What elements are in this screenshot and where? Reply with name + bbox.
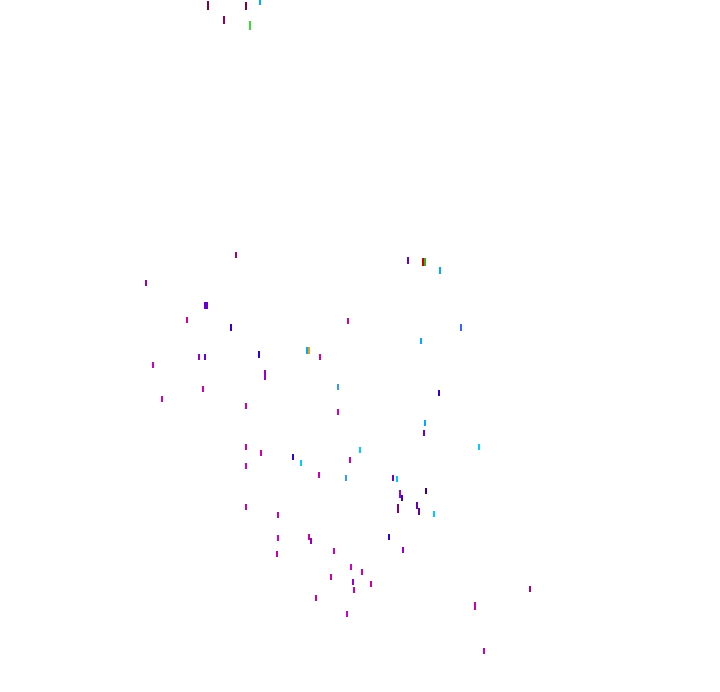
- speck: [420, 338, 422, 344]
- speck: [308, 347, 310, 354]
- speck: [401, 495, 403, 501]
- speck: [319, 354, 321, 360]
- speck: [433, 511, 435, 517]
- speck: [474, 602, 476, 610]
- speck: [277, 512, 279, 518]
- speck: [245, 444, 247, 450]
- speck: [418, 508, 420, 515]
- speck: [439, 267, 441, 274]
- speck: [330, 574, 332, 580]
- speck: [202, 386, 204, 392]
- speck: [306, 347, 308, 354]
- speck: [276, 551, 278, 557]
- speck: [397, 504, 399, 513]
- speck: [424, 420, 426, 426]
- speck: [333, 548, 335, 554]
- speck: [438, 390, 440, 396]
- speck: [318, 472, 320, 478]
- speck: [260, 450, 262, 456]
- speck: [349, 457, 351, 463]
- speck: [402, 547, 404, 553]
- speck: [361, 569, 363, 575]
- speck: [258, 351, 260, 358]
- speck: [249, 21, 251, 30]
- speck: [207, 1, 209, 10]
- speck: [204, 354, 206, 360]
- speck: [460, 324, 462, 331]
- speck: [223, 16, 225, 24]
- speck: [346, 611, 348, 617]
- speck: [315, 595, 317, 601]
- speck: [352, 579, 354, 585]
- speck: [235, 252, 237, 258]
- speck: [145, 280, 147, 286]
- speck: [483, 648, 485, 654]
- speck: [245, 504, 247, 510]
- speck: [359, 447, 361, 453]
- speck: [277, 535, 279, 541]
- speck: [353, 587, 355, 593]
- speck-group: [145, 0, 531, 654]
- speck: [259, 0, 261, 5]
- speck: [370, 581, 372, 587]
- speck: [161, 396, 163, 402]
- speck: [245, 2, 247, 10]
- speck: [292, 454, 294, 460]
- speck: [350, 564, 352, 570]
- speck: [310, 538, 312, 544]
- speck: [230, 324, 232, 331]
- speck: [204, 302, 208, 309]
- speck: [337, 409, 339, 415]
- speck: [424, 258, 426, 266]
- speck: [425, 488, 427, 494]
- speck: [245, 403, 247, 409]
- speck: [388, 534, 390, 540]
- speck: [529, 586, 531, 592]
- speck: [198, 354, 200, 360]
- speck: [478, 444, 480, 450]
- speck: [347, 318, 349, 324]
- speck: [422, 258, 424, 266]
- speck: [392, 475, 394, 481]
- speck: [399, 490, 401, 498]
- speck: [407, 257, 409, 264]
- speck: [186, 317, 188, 323]
- speck: [308, 534, 310, 540]
- speck: [416, 502, 418, 509]
- speck: [300, 460, 302, 466]
- speck: [345, 475, 347, 481]
- speck: [245, 463, 247, 469]
- speck: [264, 370, 266, 380]
- speck: [152, 362, 154, 368]
- speck: [396, 476, 398, 482]
- speck: [337, 384, 339, 390]
- speck: [423, 430, 425, 436]
